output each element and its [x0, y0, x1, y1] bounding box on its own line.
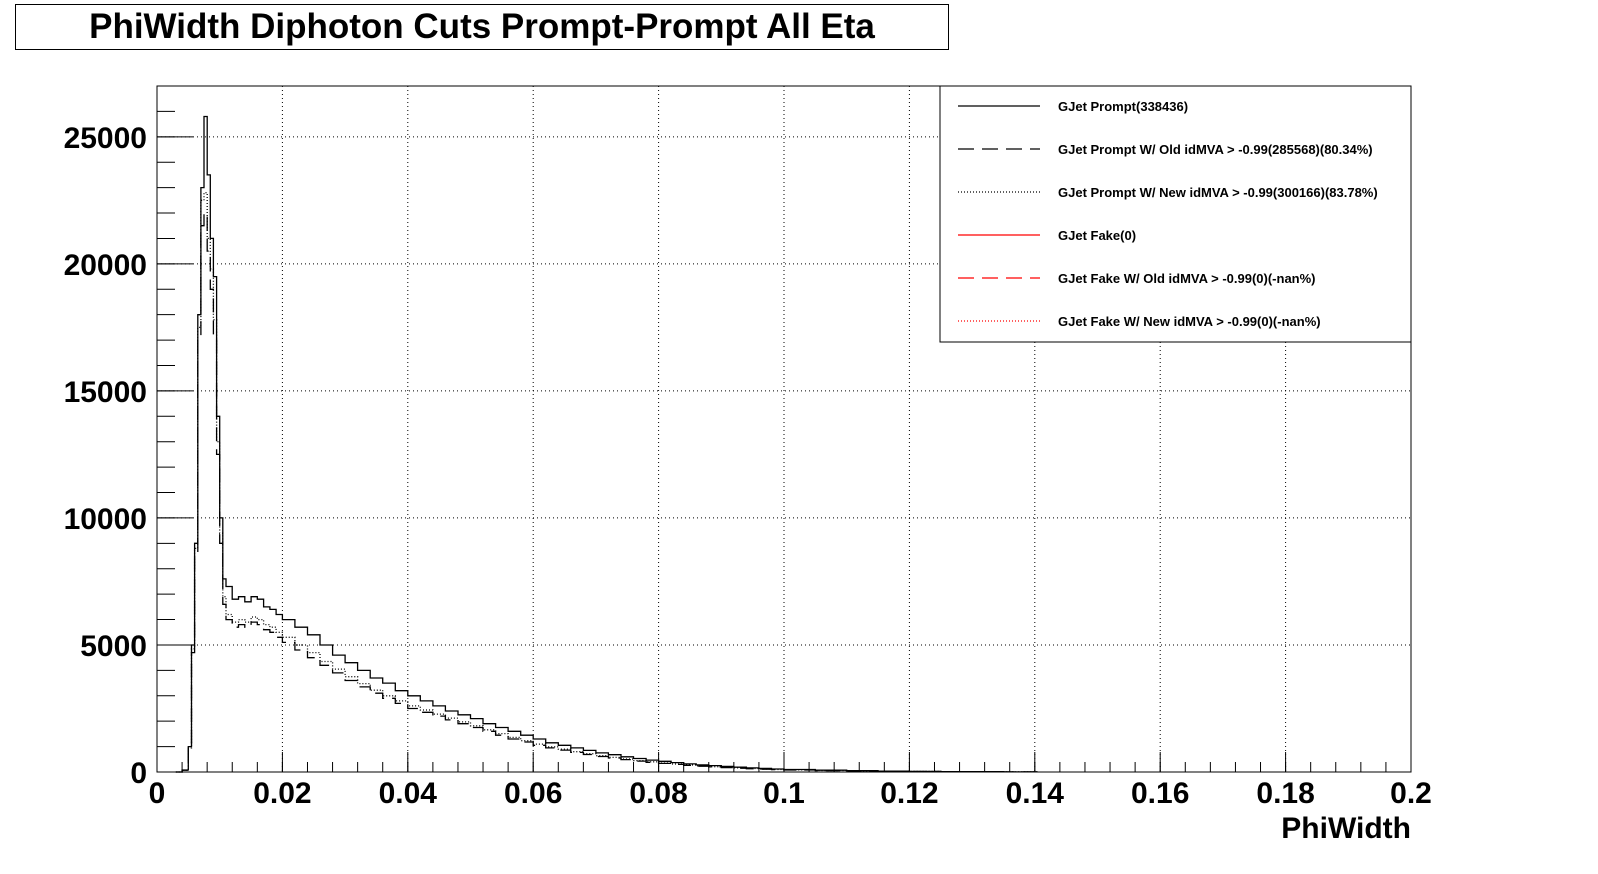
plot-frame [156, 85, 1412, 773]
y-tick-label: 5000 [80, 630, 147, 663]
x-tick-label: 0.06 [504, 777, 562, 810]
y-tick-label: 0 [130, 757, 147, 790]
legend-label: GJet Fake W/ Old idMVA > -0.99(0)(-nan%) [1058, 271, 1316, 286]
legend-box [939, 85, 1412, 343]
x-tick-label: 0 [149, 777, 166, 810]
x-tick-label: 0.12 [880, 777, 938, 810]
series-line-2 [175, 212, 1038, 773]
series-line-3 [175, 192, 1038, 773]
x-tick-label: 0.02 [253, 777, 311, 810]
legend: GJet Prompt(338436) GJet Prompt W/ Old id… [939, 85, 1412, 343]
x-tick-label: 0.04 [379, 777, 438, 810]
legend-label: GJet Prompt W/ Old idMVA > -0.99(285568)… [1058, 142, 1373, 157]
legend-label: GJet Fake W/ New idMVA > -0.99(0)(-nan%) [1058, 314, 1321, 329]
x-axis-title: PhiWidth [1281, 812, 1411, 845]
tick-labels: 0 0.02 0.04 0.06 0.08 0.1 0.12 0.14 0.16 0.18 0.2 0… [64, 122, 1432, 810]
series-lines [175, 115, 1038, 773]
x-tick-label: 0.14 [1006, 777, 1065, 810]
x-tick-label: 0.16 [1131, 777, 1189, 810]
legend-label: GJet Prompt(338436) [1058, 99, 1188, 114]
chart-title: PhiWidth Diphoton Cuts Prompt-Prompt All… [89, 7, 875, 46]
x-tick-label: 0.18 [1256, 777, 1314, 810]
chart-title-box: PhiWidth Diphoton Cuts Prompt-Prompt All… [15, 4, 949, 50]
y-tick-label: 25000 [64, 122, 147, 155]
y-tick-label: 15000 [64, 376, 147, 409]
x-tick-label: 0.1 [763, 777, 805, 810]
y-tick-label: 20000 [64, 249, 147, 282]
legend-label: GJet Fake(0) [1058, 228, 1136, 243]
series-line-1 [175, 115, 1038, 773]
x-tick-label: 0.2 [1390, 777, 1432, 810]
x-tick-label: 0.08 [629, 777, 687, 810]
legend-label: GJet Prompt W/ New idMVA > -0.99(300166)… [1058, 185, 1378, 200]
y-tick-label: 10000 [64, 503, 147, 536]
